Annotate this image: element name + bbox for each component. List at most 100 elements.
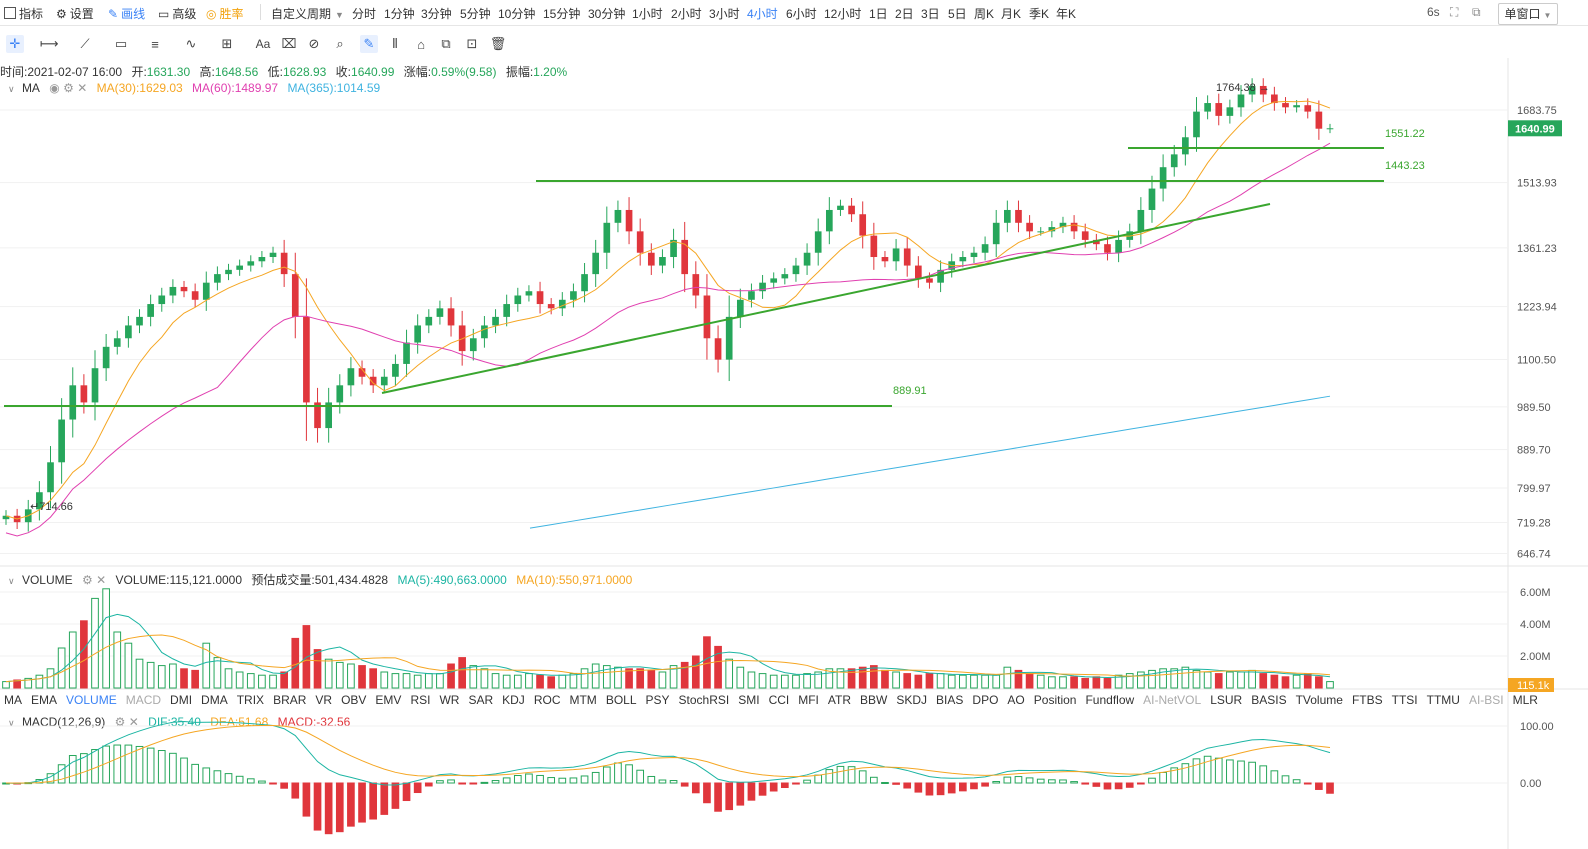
fullscreen-icon[interactable]: ⛶ (1450, 5, 1459, 19)
period-tab[interactable]: 2小时 (671, 7, 702, 21)
indicator-tab[interactable]: AI-BSI (1468, 693, 1504, 707)
draw-menu[interactable]: ✎ 画线 (108, 7, 146, 21)
copy-icon[interactable]: ⧉ (441, 36, 451, 51)
indicator-tab[interactable]: Position (1033, 693, 1077, 707)
period-tab[interactable]: 年K (1056, 7, 1077, 21)
period-tab[interactable]: 1分钟 (384, 7, 415, 21)
indicator-tab[interactable]: TVolume (1295, 693, 1343, 707)
collapse-icon[interactable]: ∨ (8, 718, 15, 728)
period-tab[interactable]: 1小时 (632, 7, 663, 21)
period-tab[interactable]: 30分钟 (588, 7, 626, 21)
indicator-tab[interactable]: StochRSI (678, 693, 730, 707)
hide-icon[interactable]: ⊡ (466, 36, 478, 51)
collapse-icon[interactable]: ∨ (8, 84, 15, 94)
indicator-tab[interactable]: SMI (738, 693, 760, 707)
indicator-tab[interactable]: WR (439, 693, 460, 707)
indicator-tab[interactable]: BIAS (936, 693, 964, 707)
settings-menu[interactable]: ⚙ 设置 (56, 7, 94, 21)
crosshair-icon[interactable]: ✛ (6, 35, 24, 53)
advanced-menu[interactable]: ▭ 高级 (158, 7, 197, 21)
magnet-icon[interactable]: ⊘ (308, 36, 320, 51)
period-tab[interactable]: 5分钟 (460, 7, 491, 21)
indicator-tab[interactable]: SKDJ (896, 693, 928, 707)
indicator-tab[interactable]: Fundflow (1085, 693, 1135, 707)
refresh-interval[interactable]: 6s (1427, 5, 1440, 19)
period-tab[interactable]: 5日 (948, 7, 967, 21)
indicator-tab[interactable]: ROC (533, 693, 561, 707)
period-tab[interactable]: 10分钟 (498, 7, 536, 21)
indicator-tab[interactable]: DMA (201, 693, 228, 707)
indicator-tab[interactable]: MA (4, 693, 22, 707)
indicator-tab[interactable]: MFI (798, 693, 819, 707)
ruler-icon[interactable]: ⌕ (336, 36, 344, 51)
indicator-tab[interactable]: BOLL (605, 693, 637, 707)
period-tab[interactable]: 12小时 (824, 7, 862, 21)
eye-icon[interactable]: ◉ (49, 81, 60, 95)
indicator-tab[interactable]: SAR (468, 693, 494, 707)
period-tab[interactable]: 15分钟 (543, 7, 581, 21)
gear-icon[interactable]: ⚙ (114, 715, 126, 729)
eraser-icon[interactable]: ⌧ (281, 36, 297, 51)
draw-mode-icon[interactable]: ✎ (360, 35, 378, 53)
indicator-tab[interactable]: EMA (31, 693, 58, 707)
period-tab[interactable]: 月K (1001, 7, 1022, 21)
indicator-tab[interactable]: DPO (972, 693, 999, 707)
indicator-tab[interactable]: MTM (569, 693, 597, 707)
collapse-icon[interactable]: ∨ (8, 576, 15, 586)
indicator-tab[interactable]: OBV (341, 693, 367, 707)
lock-icon[interactable]: ⌂ (417, 36, 425, 52)
winrate-menu[interactable]: ◎ 胜率 (206, 7, 244, 21)
custom-period-dropdown[interactable]: 自定义周期 ▼ (271, 7, 344, 21)
period-tab[interactable]: 3小时 (709, 7, 740, 21)
horizontal-ray-icon[interactable]: ⟼ (39, 36, 59, 51)
period-tab[interactable]: 分时 (352, 7, 377, 21)
single-window-button[interactable]: 单窗口 ▼ (1498, 3, 1558, 25)
indicator-tab[interactable]: MACD (125, 693, 162, 707)
indicator-tab[interactable]: AO (1007, 693, 1025, 707)
indicator-tab[interactable]: EMV (375, 693, 402, 707)
indicator-tab[interactable]: TTMU (1426, 693, 1460, 707)
period-tab[interactable]: 3分钟 (421, 7, 452, 21)
wave-icon[interactable]: ∿ (185, 36, 197, 51)
trash-icon[interactable]: 🗑 (489, 36, 507, 51)
period-tab[interactable]: 4小时 (747, 7, 778, 21)
rectangle-icon[interactable]: ▭ (114, 36, 128, 51)
indicator-tab[interactable]: VR (315, 693, 333, 707)
popout-icon[interactable]: ⧉ (1472, 5, 1481, 19)
macd-tick-label: 0.00 (1520, 778, 1541, 790)
indicator-tab[interactable]: BASIS (1251, 693, 1287, 707)
close-icon[interactable]: ✕ (128, 715, 139, 729)
trendline-icon[interactable]: ⟋ (80, 36, 90, 51)
period-tab[interactable]: 2日 (895, 7, 914, 21)
indicator-tab[interactable]: LSUR (1210, 693, 1243, 707)
bars-pattern-icon[interactable]: ⫴ (392, 36, 398, 51)
period-tab[interactable]: 1日 (869, 7, 888, 21)
indicator-menu[interactable]: 指标 (4, 5, 43, 22)
period-tab[interactable]: 3日 (921, 7, 940, 21)
indicator-tab[interactable]: BBW (860, 693, 888, 707)
indicator-tab[interactable]: ATR (827, 693, 852, 707)
indicator-tab[interactable]: PSY (645, 693, 670, 707)
measure-icon[interactable]: ⊞ (221, 36, 233, 51)
indicator-tab[interactable]: RSI (410, 693, 431, 707)
close-icon[interactable]: ✕ (77, 81, 88, 95)
period-tab[interactable]: 6小时 (786, 7, 817, 21)
candle-body (647, 252, 655, 266)
indicator-tab[interactable]: DMI (170, 693, 193, 707)
indicator-tab[interactable]: AI-NetVOL (1143, 693, 1202, 707)
indicator-tab[interactable]: FTBS (1351, 693, 1383, 707)
period-tab[interactable]: 周K (974, 7, 995, 21)
gear-icon[interactable]: ⚙ (81, 573, 93, 587)
indicator-tab[interactable]: TRIX (236, 693, 265, 707)
indicator-tab[interactable]: MLR (1512, 693, 1538, 707)
parallel-lines-icon[interactable]: ≡ (151, 36, 159, 52)
close-icon[interactable]: ✕ (96, 573, 107, 587)
indicator-tab[interactable]: KDJ (502, 693, 525, 707)
period-tab[interactable]: 季K (1029, 7, 1050, 21)
indicator-tab[interactable]: BRAR (273, 693, 307, 707)
indicator-tab[interactable]: CCI (768, 693, 790, 707)
indicator-tab[interactable]: VOLUME (66, 693, 117, 707)
text-icon[interactable]: Aa (255, 37, 271, 51)
gear-icon[interactable]: ⚙ (63, 81, 74, 95)
indicator-tab[interactable]: TTSI (1391, 693, 1418, 707)
